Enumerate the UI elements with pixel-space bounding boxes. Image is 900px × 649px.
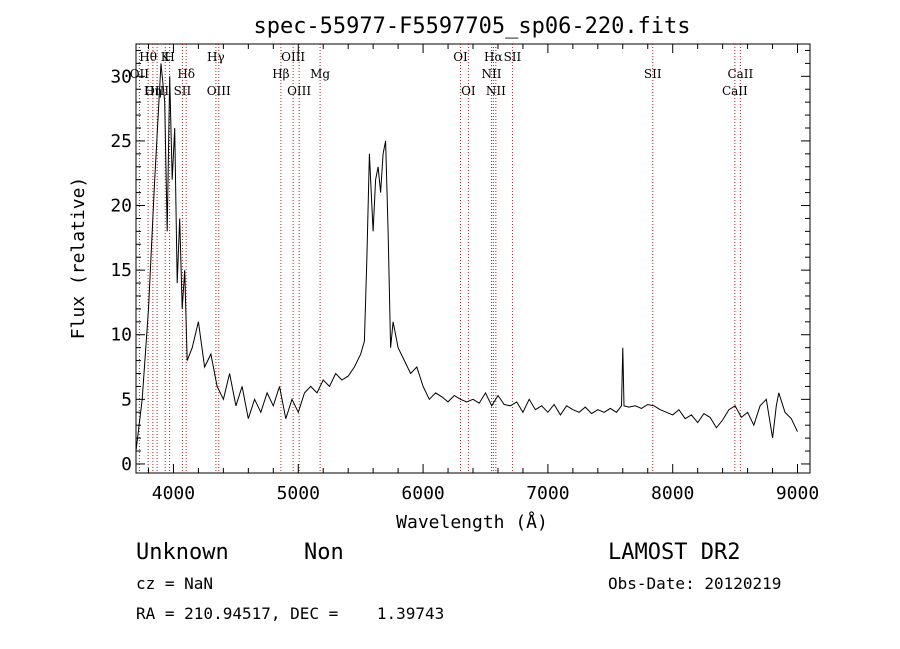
line-marker-label: Hγ (207, 50, 225, 64)
x-tick-label: 4000 (152, 483, 195, 504)
line-marker-label: OI (461, 84, 476, 98)
line-markers (138, 44, 741, 473)
line-marker-label: Hα (484, 50, 503, 64)
subclass-label: Non (304, 540, 344, 565)
x-tick-label: 6000 (401, 483, 444, 504)
line-marker-label: Hβ (272, 67, 289, 81)
y-tick-label: 15 (110, 260, 132, 281)
line-marker-label: SII (504, 50, 522, 64)
cz-label: cz = NaN (136, 574, 213, 593)
line-marker-label: Hη (144, 84, 162, 98)
line-marker-label: NII (481, 67, 501, 81)
y-tick-label: 0 (121, 454, 132, 475)
radec-label: RA = 210.94517, DEC = 1.39743 (136, 604, 444, 623)
line-marker-label: OIII (287, 84, 311, 98)
line-marker-label: NII (486, 84, 506, 98)
x-axis-label: Wavelength (Å) (396, 511, 548, 533)
line-marker-label: OIII (207, 84, 231, 98)
y-tick-label: 20 (110, 196, 132, 217)
class-label: Unknown (136, 540, 229, 565)
line-marker-label: SII (644, 67, 662, 81)
line-marker-label: OIII (281, 50, 305, 64)
y-axis-label: Flux (relative) (68, 177, 89, 340)
x-tick-label: 5000 (277, 483, 320, 504)
y-axis: 0 5 10 15 20 25 30 (110, 49, 810, 475)
spectrum-series (135, 63, 798, 452)
y-tick-label: 30 (110, 66, 132, 87)
line-marker-label: Mg (310, 67, 330, 81)
line-marker-label: H (164, 50, 174, 64)
line-marker-label: OII (130, 67, 150, 81)
line-marker-label: CaII (722, 84, 748, 98)
line-marker-labels: HθOIIOIIIHηKHHδSIIHγOIIIHβOIIIOIIIMgOIOI… (130, 50, 754, 98)
y-tick-label: 10 (110, 325, 132, 346)
x-tick-label: 9000 (776, 483, 819, 504)
y-tick-label: 25 (110, 131, 132, 152)
line-marker-label: Hθ (139, 50, 157, 64)
plot-frame (135, 43, 811, 474)
y-tick-label: 5 (121, 389, 132, 410)
survey-label: LAMOST DR2 (608, 540, 740, 565)
line-marker-label: CaII (727, 67, 753, 81)
x-tick-label: 7000 (526, 483, 569, 504)
line-marker-label: OI (453, 50, 468, 64)
x-tick-label: 8000 (651, 483, 694, 504)
line-marker-label: K (161, 50, 171, 64)
x-axis: 4000 5000 6000 7000 8000 9000 (147, 44, 819, 504)
line-marker-label: Hδ (177, 67, 195, 81)
obs-date-label: Obs-Date: 20120219 (608, 574, 781, 593)
chart-title: spec-55977-F5597705_sp06-220.fits (253, 14, 690, 39)
line-marker-label: SII (174, 84, 192, 98)
